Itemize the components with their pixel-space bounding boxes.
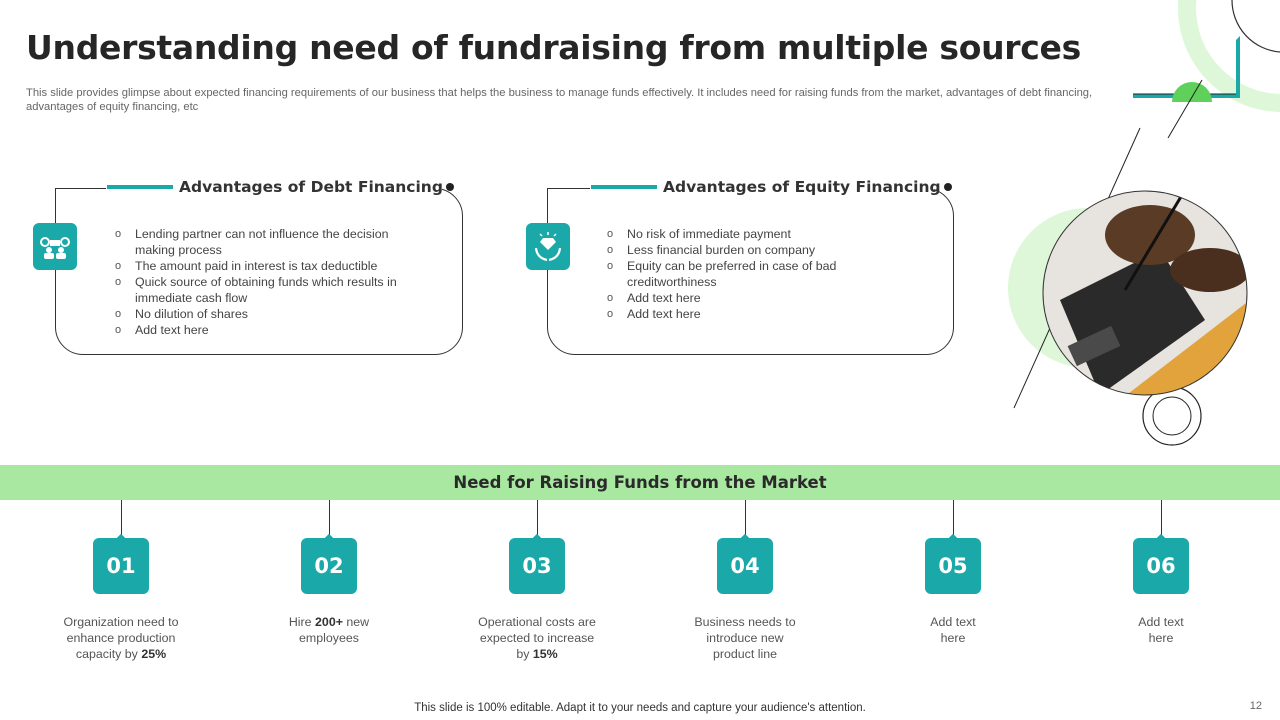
step-description: Hire 200+ new employees: [288, 615, 370, 645]
list-item: Equity can be preferred in case of bad c…: [607, 258, 847, 290]
connector-line: [1160, 500, 1162, 538]
step-02: 02 Hire 200+ new employees: [249, 500, 409, 646]
step-number-box: 02: [301, 538, 357, 594]
header-dot: [943, 183, 952, 191]
list-item: The amount paid in interest is tax deduc…: [115, 258, 425, 274]
equity-financing-heading: Advantages of Equity Financing: [663, 178, 941, 196]
list-item: Quick source of obtaining funds which re…: [115, 274, 425, 306]
list-item: Less financial burden on company: [607, 242, 847, 258]
debt-financing-header: Advantages of Debt Financing: [107, 178, 454, 196]
step-06: 06 Add text here: [1081, 500, 1241, 646]
step-01: 01 Organization need to enhance producti…: [41, 500, 201, 662]
header-dot: [445, 183, 454, 191]
step-description: Add text here: [1138, 615, 1184, 645]
market-heading: Need for Raising Funds from the Market: [453, 473, 827, 492]
list-item: Add text here: [607, 306, 847, 322]
page-number: 12: [1249, 700, 1262, 712]
step-number: 06: [1146, 554, 1176, 578]
header-accent-bar: [591, 185, 657, 189]
connector-line: [536, 500, 538, 538]
market-band: Need for Raising Funds from the Market: [0, 465, 1280, 500]
step-number-box: 05: [925, 538, 981, 594]
step-number: 02: [314, 554, 344, 578]
connector-line: [120, 500, 122, 538]
list-item: Add text here: [115, 322, 425, 338]
step-number-box: 01: [93, 538, 149, 594]
connector-line: [328, 500, 330, 538]
step-04: 04 Business needs to introduce new produ…: [665, 500, 825, 662]
connector-line: [744, 500, 746, 538]
step-05: 05 Add text here: [873, 500, 1033, 646]
step-description: Organization need to enhance production …: [63, 615, 179, 661]
step-description: Business needs to introduce new product …: [694, 615, 796, 661]
step-number-box: 03: [509, 538, 565, 594]
step-number-box: 06: [1133, 538, 1189, 594]
list-item: Add text here: [607, 290, 847, 306]
step-number: 05: [938, 554, 968, 578]
page-title: Understanding need of fundraising from m…: [26, 28, 1081, 67]
list-item: No dilution of shares: [115, 306, 425, 322]
debt-advantages-list: Lending partner can not influence the de…: [115, 226, 425, 338]
header-accent-bar: [107, 185, 173, 189]
list-item: Lending partner can not influence the de…: [115, 226, 425, 258]
equity-financing-header: Advantages of Equity Financing: [591, 178, 952, 196]
step-description: Add text here: [930, 615, 976, 645]
list-item: No risk of immediate payment: [607, 226, 847, 242]
step-number: 01: [106, 554, 136, 578]
step-description: Operational costs are expected to increa…: [478, 615, 596, 661]
step-number: 03: [522, 554, 552, 578]
connector-line: [952, 500, 954, 538]
footer-note: This slide is 100% editable. Adapt it to…: [414, 702, 866, 714]
page-subtitle: This slide provides glimpse about expect…: [26, 87, 1093, 113]
step-number: 04: [730, 554, 760, 578]
debt-financing-heading: Advantages of Debt Financing: [179, 178, 443, 196]
step-03: 03 Operational costs are expected to inc…: [457, 500, 617, 662]
equity-advantages-list: No risk of immediate payment Less financ…: [607, 226, 847, 322]
hands-diamond-icon: [526, 223, 570, 270]
step-number-box: 04: [717, 538, 773, 594]
people-gears-icon: [33, 223, 77, 270]
